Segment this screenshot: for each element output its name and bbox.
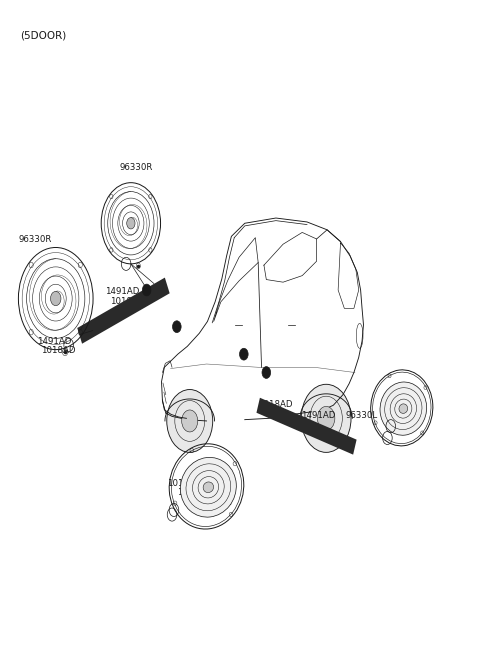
Circle shape	[167, 390, 213, 453]
Text: 96330L: 96330L	[199, 498, 231, 507]
Text: 96330R: 96330R	[120, 163, 153, 173]
Circle shape	[127, 218, 135, 229]
Text: 1491AD: 1491AD	[301, 411, 336, 420]
Text: 96330R: 96330R	[19, 236, 52, 244]
Text: 1491AD: 1491AD	[105, 287, 139, 296]
Text: 1491AD: 1491AD	[177, 488, 211, 497]
Circle shape	[50, 291, 61, 306]
Ellipse shape	[180, 457, 236, 517]
Ellipse shape	[203, 482, 214, 493]
Ellipse shape	[380, 382, 427, 435]
Ellipse shape	[399, 404, 408, 413]
Circle shape	[143, 284, 151, 296]
Text: 96330L: 96330L	[345, 411, 377, 420]
Text: 1018AD: 1018AD	[110, 297, 144, 306]
Circle shape	[172, 321, 181, 333]
Circle shape	[240, 348, 248, 360]
Text: 1018AD: 1018AD	[258, 400, 293, 409]
Text: 1491AD: 1491AD	[36, 337, 71, 346]
Circle shape	[301, 384, 351, 453]
Polygon shape	[256, 398, 357, 455]
Circle shape	[317, 407, 335, 430]
Text: (5DOOR): (5DOOR)	[20, 30, 66, 40]
Circle shape	[182, 410, 198, 432]
Polygon shape	[77, 277, 169, 344]
Text: 1018AD: 1018AD	[41, 346, 76, 356]
Circle shape	[262, 367, 271, 379]
Text: 1018AD: 1018AD	[167, 479, 202, 487]
